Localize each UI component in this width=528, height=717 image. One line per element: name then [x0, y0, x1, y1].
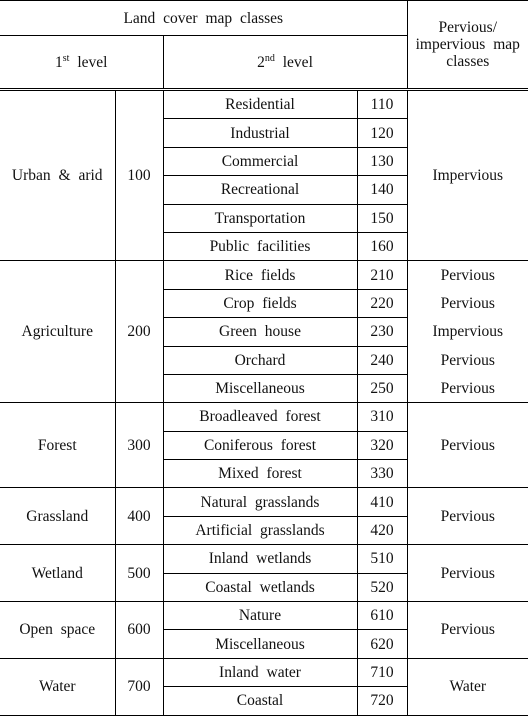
pervious-class: Pervious — [406, 346, 528, 375]
level2-name: Industrial — [162, 118, 358, 148]
level2-name: Public facilities — [162, 231, 358, 262]
pervious-class: Water — [406, 657, 528, 716]
level2-name: Commercial — [162, 146, 358, 177]
level2-name: Inland wetlands — [162, 544, 358, 574]
level2-name: Residential — [162, 88, 358, 120]
level2-code: 220 — [356, 288, 408, 319]
level2-code: 120 — [356, 118, 408, 148]
level2-code: 230 — [356, 317, 408, 347]
level2-suffix: nd — [264, 52, 275, 64]
level2-code: 520 — [356, 572, 408, 603]
level1-code: 600 — [114, 601, 164, 659]
table-row: Grassland 400 Natural grasslands 410 Perviou… — [0, 487, 528, 546]
level1-code: 400 — [114, 487, 164, 546]
pervious-class: Pervious — [406, 289, 528, 318]
level2-name: Rice fields — [162, 260, 358, 290]
table-row: Miscellaneous 620 — [0, 629, 528, 659]
table-row: Open space 600 Nature 610 Pervious — [0, 601, 528, 659]
level2-code: 250 — [356, 373, 408, 404]
level1-code: 200 — [114, 260, 164, 404]
level1-name: Grassland — [0, 487, 116, 546]
level2-name: Coastal — [162, 686, 358, 716]
level2-code: 330 — [356, 459, 408, 489]
level2-number: 2 — [257, 53, 265, 71]
pervious-class: Impervious — [406, 317, 528, 347]
level2-name: Mixed forest — [162, 459, 358, 489]
level1-number: 1 — [55, 53, 63, 71]
level2-name: Nature — [162, 601, 358, 631]
level1-name: Open space — [0, 601, 116, 659]
level2-code: 610 — [356, 601, 408, 631]
table-row: Crop fields 220 Pervious — [0, 288, 528, 319]
level1-text: level — [77, 53, 108, 71]
level1-code: 700 — [114, 657, 164, 716]
level2-name: Orchard — [162, 345, 358, 375]
level1-name: Wetland — [0, 544, 116, 603]
level1-suffix: st — [62, 52, 70, 64]
level2-text: level — [282, 53, 313, 71]
level1-code: 300 — [114, 402, 164, 489]
level2-name: Recreational — [162, 175, 358, 205]
header-title: Land cover map classes — [0, 0, 408, 36]
level2-name: Transportation — [162, 203, 358, 233]
level2-name: Crop fields — [162, 288, 358, 319]
pervious-class: Pervious — [406, 374, 528, 404]
table-row: Industrial 120 — [0, 118, 528, 148]
level2-code: 510 — [356, 544, 408, 574]
level2-code: 110 — [356, 88, 408, 120]
pervious-class: Pervious — [406, 260, 528, 290]
level2-code: 720 — [356, 686, 408, 716]
level2-name: Natural grasslands — [162, 487, 358, 517]
level2-name: Coniferous forest — [162, 430, 358, 461]
table-row: Water 700 Inland water 710 Water — [0, 657, 528, 716]
level2-name: Broadleaved forest — [162, 402, 358, 432]
level2-code: 210 — [356, 260, 408, 290]
pervious-class: Impervious — [406, 88, 528, 262]
level2-code: 410 — [356, 487, 408, 517]
pervious-class: Pervious — [406, 402, 528, 489]
table-row: Recreational 140 — [0, 175, 528, 205]
level1-name: Forest — [0, 402, 116, 489]
level2-name: Artificial grasslands — [162, 515, 358, 546]
table-row: Wetland 500 Inland wetlands 510 Pervious — [0, 544, 528, 603]
level2-code: 320 — [356, 430, 408, 461]
level2-name: Inland water — [162, 657, 358, 688]
table-row: Transportation 150 — [0, 203, 528, 233]
table-row: Green house 230 Impervious — [0, 317, 528, 347]
level2-code: 150 — [356, 203, 408, 233]
level2-code: 130 — [356, 146, 408, 177]
pervious-header: Pervious/ impervious map classes — [406, 0, 528, 91]
level2-code: 710 — [356, 657, 408, 688]
level2-name: Miscellaneous — [162, 373, 358, 404]
level2-code: 420 — [356, 515, 408, 546]
level1-name: Urban & arid — [0, 88, 116, 262]
level2-code: 140 — [356, 175, 408, 205]
level1-name: Water — [0, 657, 116, 716]
table-row: Coastal 720 — [0, 686, 528, 716]
table-row: Urban & arid 100 Residential 110 Impervious — [0, 88, 528, 262]
level2-code: 620 — [356, 629, 408, 659]
level1-header: 1st level — [0, 35, 164, 91]
level2-code: 310 — [356, 402, 408, 432]
level2-name: Coastal wetlands — [162, 572, 358, 603]
level2-code: 240 — [356, 345, 408, 375]
pervious-class: Pervious — [406, 544, 528, 603]
pervious-class: Pervious — [406, 487, 528, 546]
level2-name: Miscellaneous — [162, 629, 358, 659]
level1-code: 500 — [114, 544, 164, 603]
level2-code: 160 — [356, 231, 408, 262]
level1-name: Agriculture — [0, 260, 116, 404]
table-row: Mixed forest 330 — [0, 459, 528, 489]
pervious-class: Pervious — [406, 601, 528, 659]
table-row: Forest 300 Broadleaved forest 310 Pervious — [0, 402, 528, 489]
table-row: Agriculture 200 Rice fields 210 Pervious — [0, 260, 528, 404]
table-row: Public facilities 160 — [0, 231, 528, 262]
level2-header: 2nd level — [162, 35, 408, 91]
level1-code: 100 — [114, 88, 164, 262]
level2-name: Green house — [162, 317, 358, 347]
